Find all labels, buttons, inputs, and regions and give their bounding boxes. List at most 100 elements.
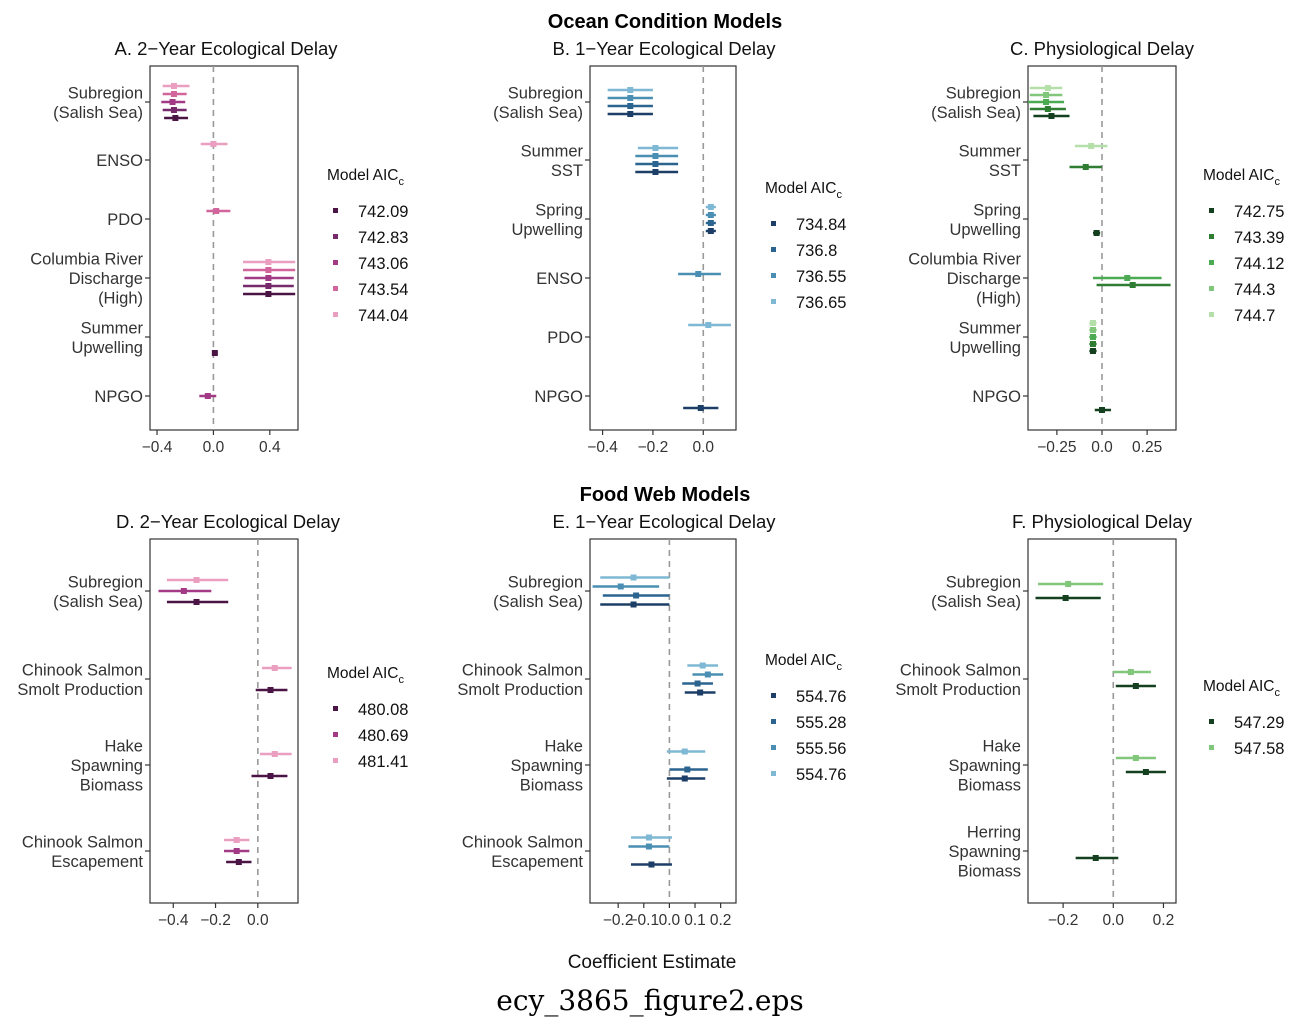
x-tick-label: 0.4 (259, 439, 281, 456)
point-estimate (684, 766, 691, 773)
y-category-label: Summer (81, 319, 144, 337)
y-category-label: Spawning (511, 757, 583, 775)
y-category-label: Chinook Salmon (22, 833, 143, 851)
y-category-label: Upwelling (949, 339, 1021, 357)
y-category-label: Summer (959, 319, 1022, 337)
point-estimate (652, 161, 659, 167)
x-tick-label: −0.4 (158, 912, 189, 929)
y-category-label: Biomass (958, 777, 1021, 795)
legend-label: 734.84 (796, 216, 846, 234)
y-category-label: Subregion (68, 573, 143, 591)
y-category-label: Spring (535, 201, 583, 219)
plot-frame (589, 538, 737, 904)
y-category-label: Chinook Salmon (22, 661, 143, 679)
point-estimate (1088, 143, 1095, 149)
x-tick-label: 0.2 (710, 912, 732, 929)
legend-key (771, 693, 776, 698)
x-tick-label: 0.2 (1153, 912, 1175, 929)
point-estimate (170, 91, 177, 97)
y-category-label: ENSO (536, 270, 583, 288)
legend-title: Model AICc (327, 665, 405, 686)
legend-key (1209, 719, 1214, 724)
y-category-label: Upwelling (71, 339, 143, 357)
legend-key (771, 273, 776, 278)
point-estimate (697, 689, 704, 696)
x-tick-label: 0.0 (1091, 439, 1113, 456)
legend-key (1209, 260, 1214, 265)
point-estimate (1089, 334, 1096, 340)
legend-label: 742.09 (358, 203, 408, 221)
legend-label: 744.12 (1234, 255, 1284, 273)
y-category-label: Biomass (80, 777, 143, 795)
y-category-label: (Salish Sea) (53, 593, 143, 611)
x-tick-label: −0.2 (603, 912, 634, 929)
legend-label: 736.65 (796, 294, 846, 312)
x-tick-label: 0.0 (1103, 912, 1125, 929)
point-estimate (265, 291, 272, 297)
x-tick-label: 0.25 (1132, 439, 1162, 456)
legend-key (333, 234, 338, 239)
point-estimate (627, 95, 634, 101)
point-estimate (265, 283, 272, 289)
point-estimate (697, 405, 704, 411)
point-estimate (1062, 595, 1069, 601)
point-estimate (180, 588, 187, 594)
panel-title: D. 2−Year Ecological Delay (116, 511, 341, 532)
point-estimate (1089, 348, 1096, 354)
point-estimate (1089, 320, 1096, 326)
point-estimate (267, 687, 274, 693)
legend-label: 480.08 (358, 701, 408, 719)
x-tick-label: −0.1 (628, 912, 659, 929)
point-estimate (1093, 230, 1100, 236)
legend-key (333, 758, 338, 763)
y-category-label: Chinook Salmon (462, 833, 583, 851)
legend-title: Model AICc (1203, 167, 1281, 188)
point-estimate (707, 204, 714, 210)
legend-title: Model AICc (1203, 678, 1281, 699)
y-category-label: (Salish Sea) (493, 593, 583, 611)
legend-key (1209, 286, 1214, 291)
y-category-label: Escapement (491, 853, 583, 871)
y-category-label: Upwelling (949, 221, 1021, 239)
legend-label: 554.76 (796, 688, 846, 706)
point-estimate (265, 267, 272, 273)
point-estimate (210, 141, 217, 147)
legend-label: 480.69 (358, 727, 408, 745)
x-tick-label: 0.0 (247, 912, 269, 929)
point-estimate (627, 111, 634, 117)
y-category-label: Subregion (946, 84, 1021, 102)
legend-label: 555.28 (796, 714, 846, 732)
x-tick-label: −0.2 (200, 912, 231, 929)
figure-caption: ecy_3865_figure2.eps (496, 984, 804, 1017)
y-category-label: PDO (547, 329, 583, 347)
legend-label: 742.83 (358, 229, 408, 247)
point-estimate (627, 87, 634, 93)
point-estimate (707, 212, 714, 218)
legend-label: 744.04 (358, 307, 408, 325)
point-estimate (652, 145, 659, 151)
y-category-label: Discharge (69, 270, 143, 288)
y-category-label: Summer (521, 142, 584, 160)
legend-key (771, 299, 776, 304)
y-category-label: Spring (973, 201, 1021, 219)
point-estimate (1044, 85, 1051, 91)
legend-key (771, 719, 776, 724)
y-category-label: Smolt Production (17, 681, 143, 699)
legend-key (1209, 234, 1214, 239)
y-category-label: Subregion (946, 573, 1021, 591)
y-category-label: Subregion (508, 573, 583, 591)
panel-b: B. 1−Year Ecological Delay −0.4 −0.2 0.0 Sub… (493, 38, 846, 456)
legend-key (1209, 312, 1214, 317)
point-estimate (169, 99, 176, 105)
panel-title: C. Physiological Delay (1010, 38, 1195, 59)
y-category-label: Spawning (949, 757, 1021, 775)
point-estimate (233, 848, 240, 854)
panel-e: E. 1−Year Ecological Delay −0.2−0.1 0.0 0.1… (457, 511, 846, 929)
legend-key (333, 706, 338, 711)
y-category-label: Upwelling (511, 221, 583, 239)
legend-label: 555.56 (796, 740, 846, 758)
point-estimate (705, 322, 712, 328)
legend-label: 743.06 (358, 255, 408, 273)
panel-f: F. Physiological Delay −0.2 0.0 0.2 Subregio… (895, 511, 1284, 929)
